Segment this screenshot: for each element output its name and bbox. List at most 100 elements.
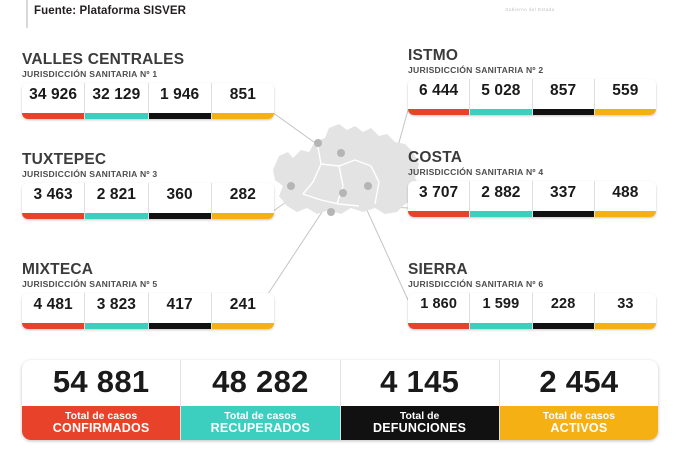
value-confirmados: 34 926 [22,83,86,120]
bar-confirmados [22,323,85,330]
bar-activos [594,323,656,330]
bar-activos [594,109,656,116]
government-logo: Gobierno del Estado [505,6,555,12]
region-card-costa[interactable]: COSTA JURISDICCIÓN SANITARIA Nº 4 3 707 … [408,149,656,218]
bar-recuperados [85,323,148,330]
value-text: 360 [166,186,193,204]
region-title: VALLES CENTRALES [22,51,185,68]
value-text: 32 129 [92,86,141,104]
value-defunciones: 417 [148,293,212,330]
total-label-top: Total de casos [65,409,138,422]
value-text: 6 444 [418,82,459,100]
region-title: COSTA [408,149,463,166]
value-confirmados: 4 481 [22,293,86,330]
value-text: 1 860 [420,296,458,313]
value-text: 3 707 [418,184,459,202]
value-recuperados: 3 823 [85,293,149,330]
value-defunciones: 228 [532,293,595,330]
total-confirmados: 54 881 Total de casos CONFIRMADOS [22,360,182,440]
header-source: Fuente: Plataforma SISVER [34,5,187,17]
value-confirmados: 3 463 [22,183,86,220]
value-text: 2 821 [96,186,137,204]
header-divider [26,0,28,28]
value-defunciones: 360 [148,183,212,220]
region-values: 1 860 1 599 228 33 [408,293,656,330]
bar-defunciones [532,109,594,116]
value-confirmados: 3 707 [408,181,471,218]
total-label-band: Total de DEFUNCIONES [340,406,499,440]
value-text: 241 [229,296,256,314]
region-values: 4 481 3 823 417 241 [22,293,274,330]
bar-confirmados [408,109,470,116]
bar-confirmados [408,211,470,218]
bar-defunciones [532,211,594,218]
value-text: 228 [550,296,576,313]
value-text: 559 [612,82,639,100]
region-card-istmo[interactable]: ISTMO JURISDICCIÓN SANITARIA Nº 2 6 444 … [408,47,656,116]
value-activos: 488 [594,181,656,218]
bar-recuperados [470,323,532,330]
header-date: Fecha: 30/07/2021 [34,0,134,3]
region-values: 34 926 32 129 1 946 851 [22,83,274,120]
oaxaca-map [255,108,435,258]
value-text: 4 481 [33,296,73,314]
value-text: 2 882 [481,184,521,202]
value-text: 1 946 [159,86,200,104]
totals-panel: 54 881 Total de casos CONFIRMADOS 48 282… [22,360,658,440]
total-label-bottom: ACTIVOS [550,420,608,435]
value-activos: 282 [211,183,274,220]
bar-defunciones [532,323,594,330]
bar-activos [211,113,274,120]
value-defunciones: 337 [532,181,595,218]
region-card-sierra[interactable]: SIERRA JURISDICCIÓN SANITARIA Nº 6 1 860… [408,261,656,330]
value-activos: 851 [211,83,274,120]
total-value: 4 145 [380,364,460,399]
value-text: 3 463 [33,186,73,204]
value-recuperados: 2 821 [85,183,149,220]
total-value: 54 881 [52,364,150,399]
value-text: 34 926 [29,86,78,104]
value-text: 33 [617,296,634,313]
total-value: 48 282 [212,364,309,399]
bar-confirmados [22,213,85,220]
bar-defunciones [148,113,211,120]
value-activos: 33 [594,293,656,330]
value-defunciones: 1 946 [148,83,212,120]
total-activos: 2 454 Total de casos ACTIVOS [499,360,658,440]
total-label-top: Total de casos [542,409,615,422]
total-label-bottom: CONFIRMADOS [52,420,150,435]
region-title: SIERRA [408,261,468,278]
value-confirmados: 1 860 [408,293,471,330]
value-text: 417 [166,296,193,314]
region-title: ISTMO [408,47,459,64]
total-recuperados: 48 282 Total de casos RECUPERADOS [181,360,341,440]
bar-activos [594,211,656,218]
total-label-top: Total de casos [224,409,297,422]
region-subtitle: JURISDICCIÓN SANITARIA Nº 6 [408,279,544,290]
region-subtitle: JURISDICCIÓN SANITARIA Nº 1 [22,69,158,80]
total-label-top: Total de [399,409,440,422]
total-label-band: Total de casos CONFIRMADOS [22,406,181,440]
total-label-band: Total de casos RECUPERADOS [181,406,340,440]
value-text: 282 [229,186,256,204]
bar-recuperados [85,113,148,120]
region-card-tuxtepec[interactable]: TUXTEPEC JURISDICCIÓN SANITARIA Nº 3 3 4… [22,151,274,220]
region-values: 3 463 2 821 360 282 [22,183,274,220]
bar-recuperados [470,211,532,218]
region-card-mixteca[interactable]: MIXTECA JURISDICCIÓN SANITARIA Nº 5 4 48… [22,261,274,330]
value-recuperados: 1 599 [470,293,533,330]
bar-recuperados [85,213,148,220]
total-label-band: Total de casos ACTIVOS [499,406,658,440]
region-card-valles-centrales[interactable]: VALLES CENTRALES JURISDICCIÓN SANITARIA … [22,51,274,120]
region-subtitle: JURISDICCIÓN SANITARIA Nº 2 [408,65,544,76]
region-title: TUXTEPEC [22,151,107,168]
value-confirmados: 6 444 [408,79,471,116]
value-activos: 559 [594,79,656,116]
region-subtitle: JURISDICCIÓN SANITARIA Nº 4 [408,167,544,178]
value-recuperados: 5 028 [470,79,533,116]
value-text: 857 [550,82,577,100]
bar-activos [211,323,274,330]
value-recuperados: 2 882 [470,181,533,218]
value-recuperados: 32 129 [85,83,149,120]
value-text: 488 [612,184,639,202]
